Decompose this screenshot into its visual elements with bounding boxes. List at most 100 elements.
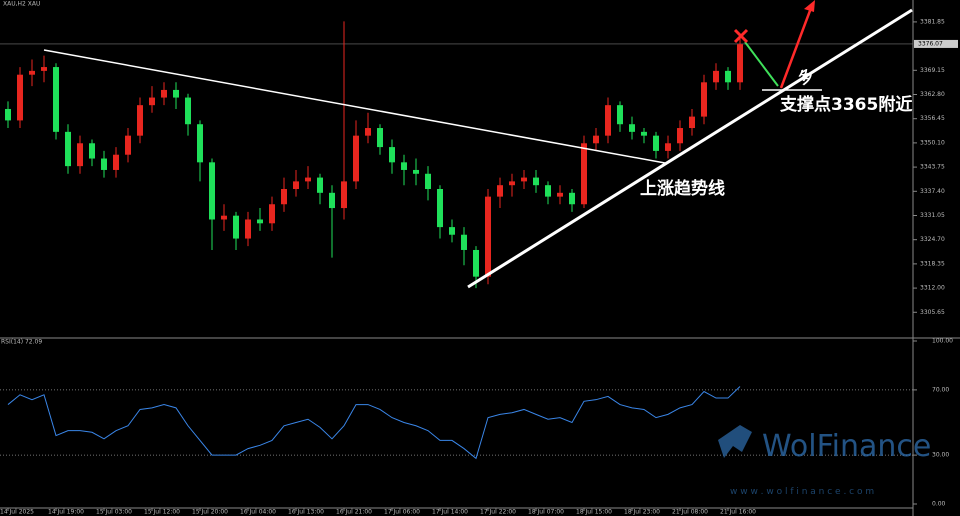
y-tick-label: 100.00 (932, 338, 953, 345)
candle-body (653, 135, 659, 151)
candle-body (425, 173, 431, 190)
candle-body (737, 44, 743, 83)
candle-body (77, 143, 83, 167)
x-tick-label: 15 Jul 20:00 (192, 509, 228, 516)
x-tick-label: 16 Jul 13:00 (288, 509, 324, 516)
candle-body (233, 215, 239, 239)
candle-body (197, 124, 203, 163)
candle-body (65, 131, 71, 167)
candle-body (641, 131, 647, 136)
candle-body (89, 143, 95, 159)
last-price-label: 3376.07 (918, 40, 943, 47)
candle-body (113, 154, 119, 170)
candle-body (53, 67, 59, 132)
resistance-line (43, 49, 666, 164)
x-tick-label: 21 Jul 16:00 (720, 509, 756, 516)
rise-arrowhead (804, 0, 815, 12)
watermark-url: w w w . w o l f i n a n c e . c o m (730, 487, 874, 497)
candle-body (521, 177, 527, 182)
x-tick-label: 14 Jul 2025 (0, 509, 34, 516)
candle-body (689, 116, 695, 129)
x-tick-label: 17 Jul 06:00 (384, 509, 420, 516)
x-tick-label: 18 Jul 07:00 (528, 509, 564, 516)
y-tick-label: 3312.00 (920, 285, 945, 292)
x-tick-label: 18 Jul 15:00 (576, 509, 612, 516)
x-tick-label: 16 Jul 21:00 (336, 509, 372, 516)
candle-body (365, 128, 371, 136)
candle-body (293, 181, 299, 190)
candle-body (545, 185, 551, 197)
rsi-title: RSI(14) 72.09 (1, 339, 42, 346)
candle-body (353, 135, 359, 182)
watermark-logo (718, 425, 752, 458)
rsi-panel: 100.00 70.00 30.00 0.00 (0, 338, 953, 508)
candle-body (149, 97, 155, 106)
candle-body (281, 189, 287, 205)
candle-body (317, 177, 323, 193)
candle-body (209, 162, 215, 220)
candle-body (725, 70, 731, 83)
x-tick-label: 21 Jul 08:00 (672, 509, 708, 516)
candle-body (677, 128, 683, 144)
candle-body (173, 89, 179, 98)
y-tick-label: 3305.65 (920, 309, 945, 316)
x-tick-label: 17 Jul 14:00 (432, 509, 468, 516)
candle-body (125, 135, 131, 155)
candle-body (41, 67, 47, 71)
candle-body (701, 82, 707, 117)
x-tick-label: 18 Jul 23:00 (624, 509, 660, 516)
y-tick-label: 3331.05 (920, 212, 945, 219)
y-tick-label: 3350.10 (920, 139, 945, 146)
candle-body (389, 147, 395, 163)
long-label: 多 (795, 65, 817, 88)
x-tick-label: 14 Jul 19:00 (48, 509, 84, 516)
candle-body (305, 177, 311, 182)
candle-body (269, 204, 275, 224)
trend-label: 上涨趋势线 (640, 178, 725, 199)
candle-body (185, 97, 191, 125)
x-tick-label: 15 Jul 12:00 (144, 509, 180, 516)
candle-body (473, 249, 479, 277)
x-tick-label: 17 Jul 22:00 (480, 509, 516, 516)
candle-body (593, 135, 599, 144)
last-price-box (914, 39, 958, 48)
candle-body (461, 234, 467, 250)
candle-body (257, 219, 263, 224)
candle-body (17, 74, 23, 121)
rsi-line (7, 386, 741, 460)
candle-body (101, 158, 107, 170)
candle-body (713, 70, 719, 83)
candle-body (377, 128, 383, 148)
y-tick-label: 0.00 (932, 501, 946, 508)
candle-body (605, 105, 611, 136)
candle-body (665, 143, 671, 151)
candle-body (161, 89, 167, 98)
candle-body (245, 219, 251, 239)
support-label: 支撑点3365附近 (780, 94, 912, 115)
x-tick-label: 16 Jul 04:00 (240, 509, 276, 516)
x-tick-label: 15 Jul 03:00 (96, 509, 132, 516)
pullback-arrow (744, 41, 779, 87)
candle-body (413, 169, 419, 174)
candle-body (533, 177, 539, 186)
y-tick-label: 3324.70 (920, 236, 945, 243)
candle-body (557, 192, 563, 197)
candle-body (29, 70, 35, 75)
candle-body (401, 162, 407, 170)
candle-body (509, 181, 515, 186)
chart-title: XAU,H2 XAU (3, 1, 40, 8)
y-tick-label: 3369.15 (920, 67, 945, 74)
candle-body (221, 215, 227, 220)
y-tick-label: 3343.75 (920, 164, 945, 171)
watermark-brand: WolFinance (762, 429, 931, 464)
uptrend-line (467, 8, 913, 289)
candle-body (581, 143, 587, 205)
y-tick-label: 30.00 (932, 452, 949, 459)
y-tick-label: 3356.45 (920, 115, 945, 122)
candle-body (569, 192, 575, 205)
y-tick-label: 3337.40 (920, 188, 945, 195)
y-tick-label: 3318.35 (920, 260, 945, 267)
candle-body (617, 105, 623, 125)
